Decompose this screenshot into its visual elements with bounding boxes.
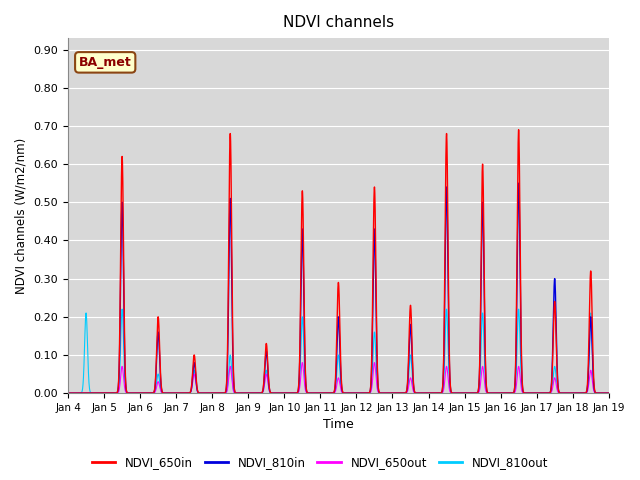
Title: NDVI channels: NDVI channels (283, 15, 394, 30)
Y-axis label: NDVI channels (W/m2/nm): NDVI channels (W/m2/nm) (15, 137, 28, 294)
Text: BA_met: BA_met (79, 56, 132, 69)
X-axis label: Time: Time (323, 419, 354, 432)
Legend: NDVI_650in, NDVI_810in, NDVI_650out, NDVI_810out: NDVI_650in, NDVI_810in, NDVI_650out, NDV… (87, 452, 553, 474)
